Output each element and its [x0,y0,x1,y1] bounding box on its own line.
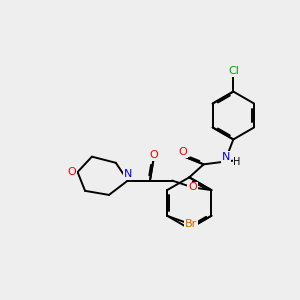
Text: O: O [188,182,197,192]
Text: O: O [179,147,188,157]
Text: Cl: Cl [228,66,239,76]
Text: N: N [124,169,132,179]
Text: O: O [67,167,76,177]
Text: O: O [149,150,158,160]
Text: H: H [233,157,241,166]
Text: N: N [222,152,230,162]
Text: Br: Br [185,219,197,229]
